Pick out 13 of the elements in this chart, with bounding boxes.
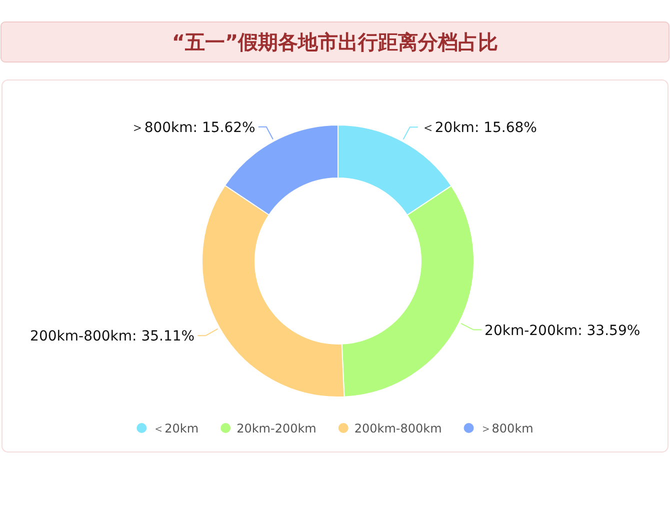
slice-label: 200km-800km	[30, 328, 132, 345]
data-label: : 33.59%	[578, 322, 640, 339]
legend-label: ＞800km	[480, 422, 534, 436]
legend-label: 20km-200km	[236, 422, 316, 436]
chart-title: “五一”假期各地市出行距离分档占比	[172, 30, 498, 54]
data-label: : 15.62%	[192, 120, 256, 136]
slice-label: ＞800km	[130, 120, 193, 136]
legend-label: 200km-800km	[354, 422, 442, 436]
slice-label: ＜20km	[420, 120, 474, 136]
slice-label: 20km-200km	[484, 322, 578, 339]
data-label: : 15.68%	[474, 120, 538, 136]
data-label: : 35.11%	[132, 328, 195, 345]
legend-label: ＜20km	[152, 422, 199, 436]
